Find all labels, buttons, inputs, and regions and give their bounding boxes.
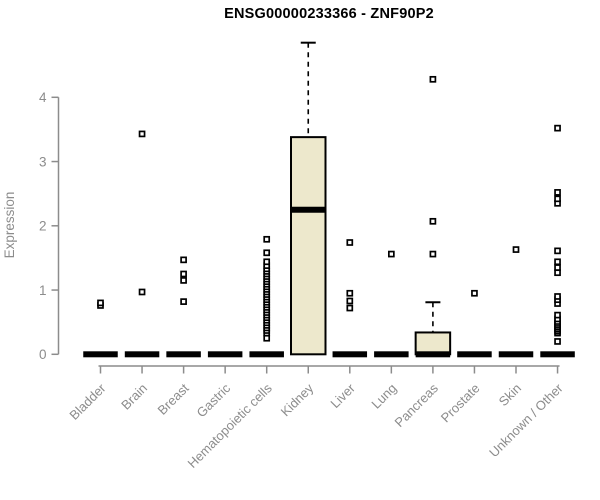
y-tick-label: 1 [39, 283, 47, 298]
outlier-point-unknown-other [554, 247, 561, 255]
outlier-point-liver [346, 297, 354, 305]
outlier-point-pancreas [429, 217, 437, 225]
x-category-label: Skin [496, 381, 524, 409]
outlier-point-breast [180, 277, 187, 284]
flat-box-lung [374, 351, 409, 358]
outlier-point-hematopoietic-cells [263, 249, 271, 257]
outlier-point-liver [346, 289, 354, 297]
flat-box-skin [498, 351, 534, 358]
flat-box-gastric [207, 351, 243, 358]
outlier-point-pancreas [429, 75, 437, 83]
y-tick-label: 2 [39, 219, 47, 234]
y-tick-label: 0 [39, 347, 47, 362]
outlier-point-lung [388, 250, 395, 258]
outlier-point-unknown-other [554, 124, 561, 132]
outlier-point-breast [180, 298, 187, 305]
flat-box-hematopoietic-cells [249, 351, 284, 358]
outlier-point-hematopoietic-cells [263, 334, 271, 342]
flat-box-unknown-other [540, 351, 575, 358]
box-pancreas [414, 331, 452, 356]
outlier-point-breast [180, 256, 187, 264]
flat-box-brain [124, 351, 160, 358]
outlier-point-brain [138, 288, 146, 296]
x-category-label: Bladder [66, 380, 109, 423]
outlier-point-unknown-other [554, 293, 561, 300]
flat-box-bladder [83, 351, 118, 358]
outlier-point-unknown-other [554, 258, 561, 266]
flat-box-liver [332, 351, 368, 358]
outlier-point-unknown-other [554, 311, 561, 319]
outlier-point-hematopoietic-cells [263, 235, 271, 243]
outlier-point-breast [180, 270, 187, 278]
median-pancreas [415, 351, 451, 358]
outlier-point-unknown-other [554, 195, 561, 203]
x-category-label: Unknown / Other [486, 380, 566, 460]
y-tick-label: 4 [39, 90, 47, 105]
outlier-point-pancreas [429, 250, 437, 258]
outlier-point-hematopoietic-cells [263, 258, 271, 266]
outlier-point-bladder [97, 299, 104, 307]
x-category-label: Liver [327, 380, 358, 411]
outlier-point-unknown-other [554, 269, 561, 277]
flat-box-breast [166, 351, 201, 358]
x-category-label: Lung [368, 381, 399, 412]
x-category-label: Pancreas [392, 380, 442, 430]
y-axis-label: Expression [2, 191, 17, 259]
x-category-label: Breast [155, 380, 192, 417]
y-tick-label: 3 [39, 154, 47, 169]
x-category-label: Prostate [438, 381, 483, 426]
outlier-point-skin [512, 246, 520, 253]
median-kidney [291, 206, 326, 213]
outlier-point-brain [138, 130, 146, 138]
flat-box-prostate [457, 351, 492, 358]
outlier-point-unknown-other [554, 189, 561, 196]
x-category-label: Kidney [278, 380, 317, 419]
box-kidney [290, 136, 327, 356]
chart-title: ENSG00000233366 - ZNF90P2 [224, 6, 434, 22]
outlier-point-unknown-other [554, 264, 561, 271]
outlier-point-liver [346, 239, 354, 246]
outlier-point-liver [346, 304, 354, 312]
x-category-label: Brain [118, 381, 150, 413]
x-category-label: Gastric [194, 380, 234, 420]
outlier-point-unknown-other [554, 338, 561, 345]
outlier-point-prostate [471, 289, 478, 297]
